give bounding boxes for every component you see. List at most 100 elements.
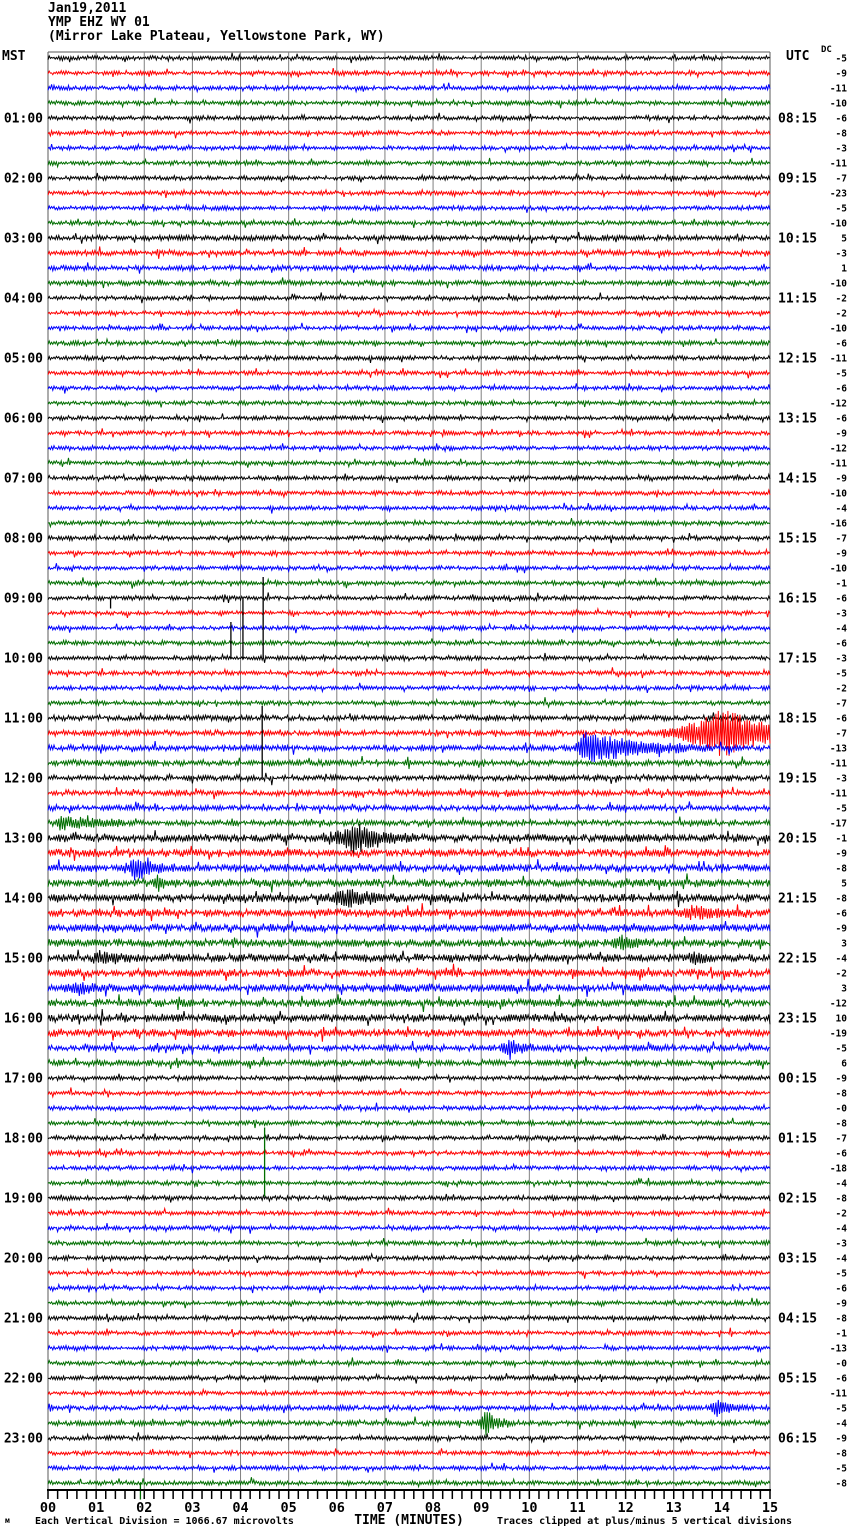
seismic-trace-row bbox=[47, 1252, 771, 1263]
seismic-trace-row bbox=[47, 1039, 771, 1060]
x-axis-title: TIME (MINUTES) bbox=[354, 1513, 464, 1528]
seismic-trace-row bbox=[47, 262, 771, 274]
dc-offset-value: -12 bbox=[830, 999, 847, 1010]
dc-offset-value: -0 bbox=[836, 1104, 848, 1115]
x-tick-label: 00 bbox=[40, 1500, 56, 1516]
dc-offset-value: -4 bbox=[836, 954, 848, 965]
seismic-trace-row bbox=[47, 889, 771, 908]
dc-offset-value: -4 bbox=[836, 1179, 848, 1190]
seismic-trace-row bbox=[47, 667, 771, 679]
dc-offset-value: -10 bbox=[830, 99, 847, 110]
dc-offset-value: -6 bbox=[836, 339, 848, 350]
seismic-trace-row bbox=[47, 547, 771, 559]
utc-axis-label: UTC bbox=[786, 49, 810, 64]
dc-offset-value: -2 bbox=[836, 294, 847, 305]
seismic-trace-row bbox=[47, 801, 771, 814]
seismic-trace-row bbox=[47, 637, 771, 648]
dc-offset-value: -4 bbox=[836, 624, 848, 635]
seismic-trace-row bbox=[47, 142, 771, 154]
seismic-trace-row bbox=[47, 682, 771, 694]
dc-offset-value: -10 bbox=[830, 489, 847, 500]
seismic-trace-row bbox=[47, 231, 771, 245]
dc-offset-value: -8 bbox=[836, 1089, 848, 1100]
utc-hour-label: 03:15 bbox=[778, 1252, 817, 1267]
seismic-trace-row bbox=[47, 731, 771, 763]
dc-offset-value: 5 bbox=[841, 234, 847, 245]
dc-offset-value: -5 bbox=[836, 1269, 848, 1280]
dc-offset-value: -11 bbox=[830, 789, 847, 800]
dc-offset-value: -5 bbox=[836, 369, 848, 380]
dc-offset-value: -1 bbox=[836, 579, 848, 590]
header-location: (Mirror Lake Plateau, Yellowstone Park, … bbox=[48, 29, 385, 44]
seismic-trace-row bbox=[47, 577, 771, 589]
x-tick-label: 01 bbox=[88, 1500, 104, 1516]
dc-offset-value: 6 bbox=[841, 1059, 847, 1070]
dc-offset-value: -2 bbox=[836, 969, 847, 980]
dc-offset-value: -4 bbox=[836, 1224, 848, 1235]
mst-hour-label: 04:00 bbox=[4, 292, 43, 307]
mst-hour-label: 21:00 bbox=[4, 1312, 43, 1327]
utc-hour-label: 12:15 bbox=[778, 352, 817, 367]
mst-hour-label: 06:00 bbox=[4, 412, 43, 427]
dc-offset-value: -6 bbox=[836, 1149, 848, 1160]
dc-offset-value: -8 bbox=[836, 864, 848, 875]
seismic-trace-row bbox=[47, 1372, 771, 1384]
dc-offset-value: -10 bbox=[830, 564, 847, 575]
dc-offset-value: -9 bbox=[836, 69, 848, 80]
dc-offset-value: -2 bbox=[836, 309, 847, 320]
seismic-trace-row bbox=[47, 652, 771, 663]
seismic-trace-row bbox=[47, 472, 771, 483]
seismic-trace-row bbox=[47, 920, 771, 938]
x-tick-label: 05 bbox=[281, 1500, 297, 1516]
seismic-trace-row bbox=[47, 1477, 771, 1489]
seismic-trace-row bbox=[47, 52, 771, 64]
mst-axis-label: MST bbox=[2, 49, 26, 64]
mst-hour-label: 18:00 bbox=[4, 1132, 43, 1147]
dc-offset-value: -6 bbox=[836, 1284, 848, 1295]
seismic-trace-row bbox=[47, 427, 771, 439]
utc-hour-label: 02:15 bbox=[778, 1192, 817, 1207]
seismic-trace-row bbox=[47, 82, 771, 94]
dc-offset-value: -6 bbox=[836, 639, 848, 650]
dc-offset-value: -11 bbox=[830, 1389, 847, 1400]
seismic-trace-row bbox=[47, 697, 771, 709]
seismic-trace-row bbox=[47, 277, 771, 289]
dc-offset-value: -8 bbox=[836, 1194, 848, 1205]
seismic-trace-row bbox=[47, 963, 771, 981]
seismic-trace-row bbox=[47, 157, 771, 169]
seismic-trace-row bbox=[47, 1222, 771, 1234]
clip-note: Traces clipped at plus/minus 5 vertical … bbox=[497, 1516, 793, 1527]
seismic-trace-row bbox=[47, 353, 771, 363]
dc-offset-value: 1 bbox=[841, 264, 847, 275]
mst-hour-label: 05:00 bbox=[4, 352, 43, 367]
dc-offset-value: -18 bbox=[830, 1164, 847, 1175]
dc-offset-value: -9 bbox=[836, 849, 848, 860]
dc-offset-value: -3 bbox=[836, 609, 848, 620]
dc-offset-value: -7 bbox=[836, 729, 847, 740]
utc-hour-label: 20:15 bbox=[778, 832, 817, 847]
utc-hour-label: 05:15 bbox=[778, 1372, 817, 1387]
seismic-trace-row bbox=[47, 397, 771, 408]
dc-offset-value: 5 bbox=[841, 879, 847, 890]
mst-hour-label: 23:00 bbox=[4, 1432, 43, 1447]
dc-offset-value: 3 bbox=[841, 939, 847, 950]
utc-hour-label: 14:15 bbox=[778, 472, 817, 487]
seismic-trace-row bbox=[47, 786, 771, 800]
dc-offset-value: -8 bbox=[836, 1314, 848, 1325]
seismic-trace-row bbox=[47, 307, 771, 319]
seismic-trace-row bbox=[47, 1412, 771, 1436]
x-tick-label: 03 bbox=[184, 1500, 200, 1516]
utc-hour-label: 16:15 bbox=[778, 592, 817, 607]
dc-offset-value: -10 bbox=[830, 219, 847, 230]
seismic-trace-row bbox=[47, 1162, 771, 1174]
seismic-trace-row bbox=[47, 1399, 771, 1417]
dc-offset-value: -2 bbox=[836, 1209, 847, 1220]
seismic-trace-row bbox=[47, 1282, 771, 1294]
utc-hour-label: 04:15 bbox=[778, 1312, 817, 1327]
dc-offset-value: -11 bbox=[830, 354, 847, 365]
x-tick-label: 02 bbox=[136, 1500, 152, 1516]
utc-hour-label: 10:15 bbox=[778, 232, 817, 247]
seismic-trace-row bbox=[47, 1102, 771, 1114]
utc-hour-label: 18:15 bbox=[778, 712, 817, 727]
utc-hour-label: 08:15 bbox=[778, 112, 817, 127]
